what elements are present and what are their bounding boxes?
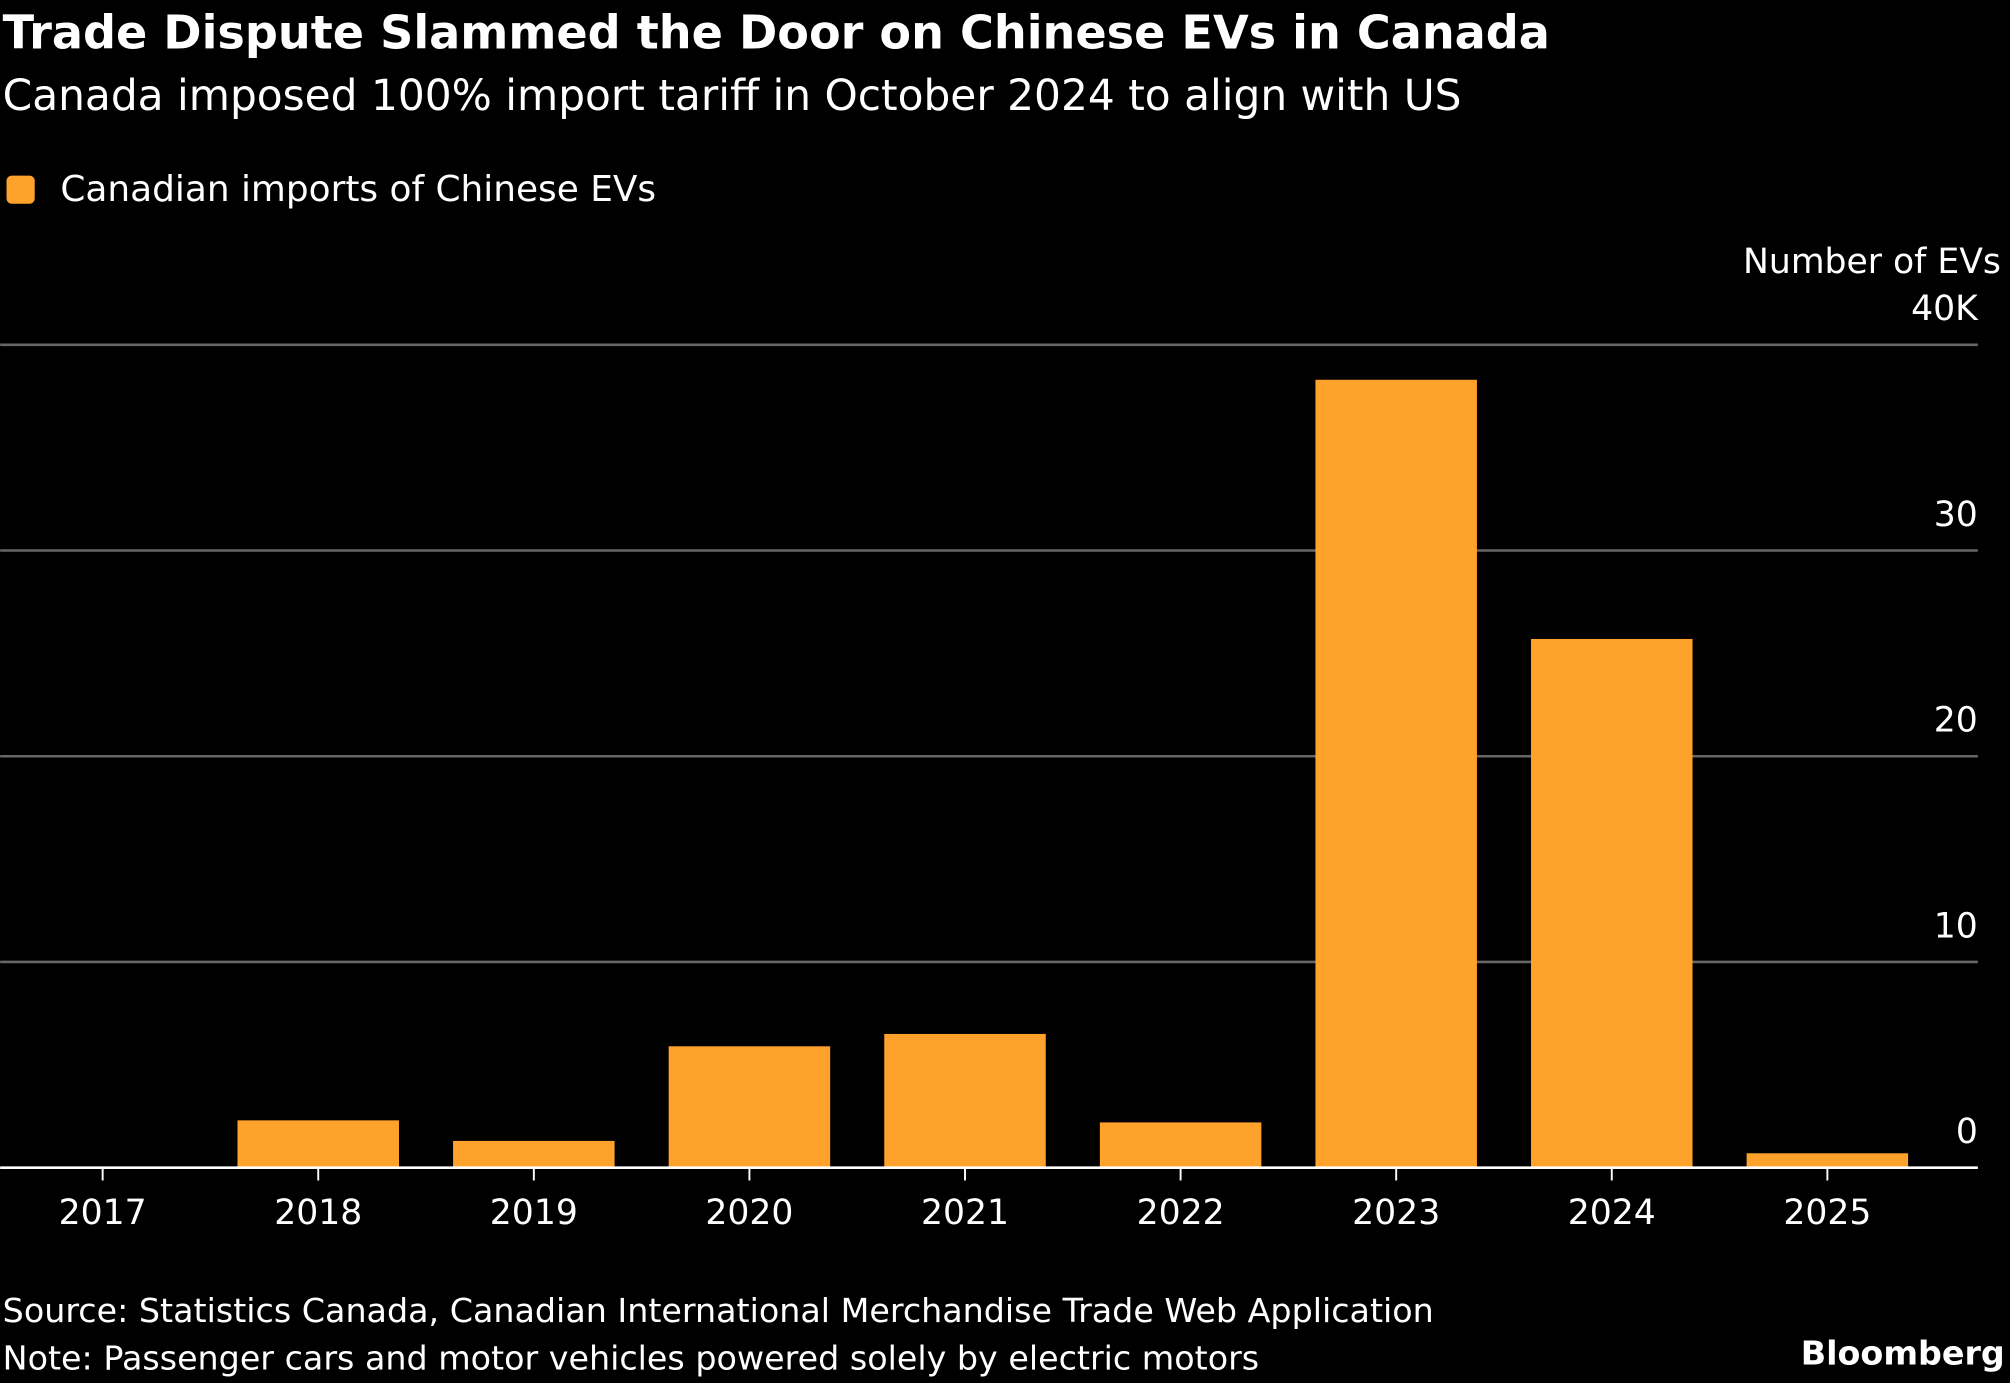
bar	[884, 1033, 1046, 1168]
brand: Bloomberg	[1801, 1333, 2005, 1372]
y-tick-label: 30	[1934, 495, 1978, 535]
legend-swatch	[6, 175, 35, 204]
y-tick-label: 20	[1934, 701, 1978, 741]
y-tick-label: 40K	[1911, 289, 1979, 329]
bar	[1315, 379, 1477, 1168]
source: Source: Statistics Canada, Canadian Inte…	[3, 1291, 1434, 1330]
y-tick-label: 0	[1956, 1112, 1978, 1152]
x-tick-label: 2025	[1783, 1193, 1871, 1233]
x-tick-label: 2019	[490, 1193, 578, 1233]
legend-label: Canadian imports of Chinese EVs	[60, 169, 656, 210]
bar	[668, 1046, 831, 1168]
note: Note: Passenger cars and motor vehicles …	[3, 1338, 1259, 1377]
x-tick-label: 2023	[1352, 1193, 1440, 1233]
y-axis-label: Number of EVs	[1743, 242, 2001, 282]
x-tick-label: 2020	[705, 1193, 793, 1233]
bar	[1746, 1153, 1909, 1168]
x-tick-label: 2017	[59, 1193, 147, 1233]
bar	[1531, 638, 1693, 1168]
x-tick-label: 2018	[274, 1193, 362, 1233]
bar	[1099, 1122, 1262, 1168]
bar	[453, 1140, 615, 1168]
chart-title: Trade Dispute Slammed the Door on Chines…	[3, 5, 1550, 59]
bar	[237, 1120, 399, 1168]
x-tick-label: 2024	[1568, 1193, 1656, 1233]
y-tick-label: 10	[1934, 906, 1978, 946]
x-tick-label: 2021	[921, 1193, 1009, 1233]
chart-subtitle: Canada imposed 100% import tariff in Oct…	[3, 71, 1462, 120]
x-tick-label: 2022	[1137, 1193, 1225, 1233]
